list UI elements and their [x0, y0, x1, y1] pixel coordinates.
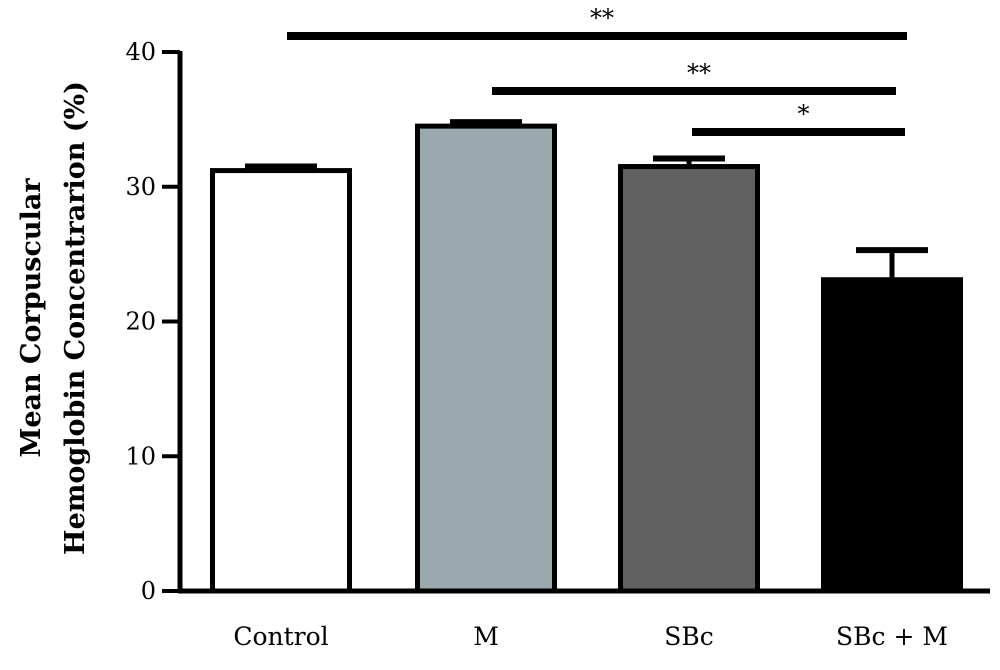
significance-label: ** [590, 4, 614, 32]
y-tick-label: 0 [141, 577, 156, 605]
x-tick-label: Control [233, 622, 328, 651]
bar-m [415, 123, 557, 594]
bar-sbc-m [821, 277, 963, 594]
y-axis-title: Mean Corpuscular Hemoglobin Concentrario… [16, 81, 91, 555]
y-axis-title-line-1: Mean Corpuscular [16, 178, 47, 458]
y-tick-label: 20 [125, 308, 156, 336]
x-tick-label: SBc + M [836, 622, 948, 651]
y-axis-title-line-2: Hemoglobin Concentrarion (%) [60, 81, 91, 555]
significance-label: ** [687, 59, 711, 87]
y-tick-label: 10 [125, 442, 156, 470]
significance-label: * [798, 100, 810, 128]
y-tick-label: 30 [125, 173, 156, 201]
bar-sbc [618, 164, 760, 594]
x-tick-label: SBc [664, 622, 714, 651]
x-tick-label: M [473, 622, 499, 651]
bar-control [210, 168, 352, 594]
y-tick-label: 40 [125, 38, 156, 66]
